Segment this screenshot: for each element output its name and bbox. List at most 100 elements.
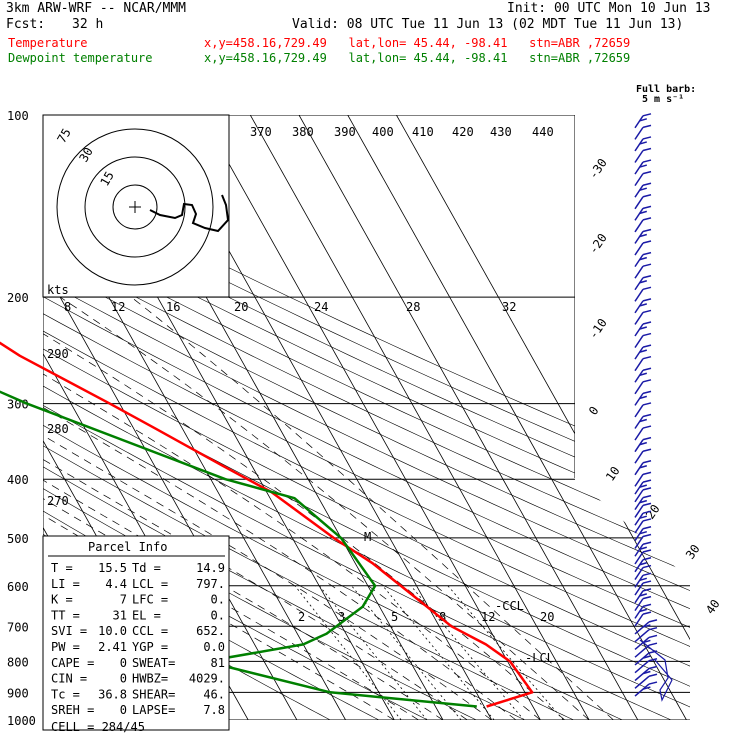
wind-barb [634,650,658,666]
parcel-key: YGP = [132,640,168,654]
wind-barb [634,402,652,418]
full-barb-unit: 5 m s⁻¹ [642,94,685,105]
wind-barb [634,263,652,279]
wind-barb [634,286,652,302]
moist-adiabat [59,296,590,720]
wind-barb [634,425,652,441]
hodograph-trace [149,194,230,233]
mixing-ratio-top-label: 32 [502,300,516,314]
dry-adiabat [43,115,690,720]
theta-label: 380 [292,125,314,139]
parcel-key: TT = [51,608,80,622]
pressure-label: 500 [7,532,29,546]
isotherm-line [396,115,690,720]
wind-barb [634,626,658,643]
temperature-tick-label: -10 [586,316,610,342]
wind-barb [634,321,652,337]
mixing-ratio-top-label: 8 [64,300,71,314]
parcel-value: 10.0 [98,624,127,638]
wind-barb [634,390,652,406]
parcel-value: 7.8 [203,703,225,717]
hodograph-ring-label: 75 [54,126,73,146]
wind-barb [634,572,652,588]
parcel-key: SREH = [51,703,94,717]
moist-adiabat [43,296,517,720]
wind-barb [634,564,652,580]
hodograph-ring-label: 30 [76,145,95,165]
wind-barb [634,510,652,526]
wind-barb [634,658,658,674]
theta-label: 400 [372,125,394,139]
wind-barb [634,494,652,511]
parcel-value: 15.5 [98,561,127,575]
forecast-hour: 32 h [72,17,104,32]
dewpoint-legend-info: x,y=458.16,729.49 lat,lon= 45.44, -98.41… [204,51,631,65]
temperature-tick-label: -30 [586,156,610,182]
theta-side-label: 270 [47,494,69,508]
dry-adiabat [43,115,574,720]
parcel-key: PW = [51,640,80,654]
isotherm-line [347,115,687,720]
moist-adiabat [43,296,566,720]
pressure-label: 400 [7,473,29,487]
hodograph-ring-label: 15 [97,169,116,189]
parcel-value: 652. [196,624,225,638]
wind-barb [634,518,652,534]
wind-barb [634,194,652,210]
dry-adiabat [43,115,690,720]
dewpoint-legend-name: Dewpoint temperature [8,51,153,65]
moist-adiabat [130,296,614,720]
mixing-ratio-line [351,585,462,720]
wind-barb [634,159,652,175]
parcel-value: 2.41 [98,640,127,654]
wind-barb [634,251,652,268]
chart-labels: 1002003004005006007008009001000-30-20-10… [7,109,723,728]
parcel-key: SHEAR= [132,687,175,701]
parcel-value: 14.9 [196,561,225,575]
mixing-ratio-line [447,585,564,720]
parcel-value: 0 [120,656,127,670]
dry-adiabat [43,115,690,720]
wind-barb [634,603,652,619]
parcel-key: LI = [51,577,80,591]
wind-barbs [634,113,673,702]
dry-adiabat [43,115,690,720]
mixing-ratio-bottom-label: 2 [298,610,305,624]
dry-adiabat [43,115,690,720]
marker-ccl: -CCL [495,599,524,613]
wind-barb [634,665,658,682]
theta-side-label: 290 [47,347,69,361]
pressure-label: 700 [7,620,29,634]
wind-barb [634,344,652,360]
parcel-key: LFC = [132,593,168,607]
mixing-ratio-line [382,585,495,720]
isotherm-line [249,115,590,720]
full-barb-label: Full barb: [636,84,697,95]
wind-barb [634,205,652,221]
wind-barb [634,588,652,604]
wind-barb [634,113,652,129]
dry-adiabat [43,115,690,720]
parcel-value: 36.8 [98,687,127,701]
wind-barb [634,309,652,325]
dry-adiabat [43,115,690,720]
dry-adiabat [43,115,690,720]
mixing-ratio-top-label: 28 [406,300,420,314]
parcel-key: T = [51,561,73,575]
wind-barb [634,580,652,596]
parcel-value: 7 [120,593,127,607]
mixing-ratio-bottom-label: 12 [481,610,495,624]
parcel-key: EL = [132,608,161,622]
wind-barb-cluster [639,639,673,702]
wind-barb [634,379,652,395]
wind-barb [634,228,652,244]
temperature-legend-name: Temperature [8,36,88,50]
dry-adiabat [43,115,690,720]
parcel-key: Tc = [51,687,80,701]
theta-label: 430 [490,125,512,139]
theta-label: 390 [334,125,356,139]
parcel-value: 0. [211,593,225,607]
parcel-key: K = [51,593,73,607]
